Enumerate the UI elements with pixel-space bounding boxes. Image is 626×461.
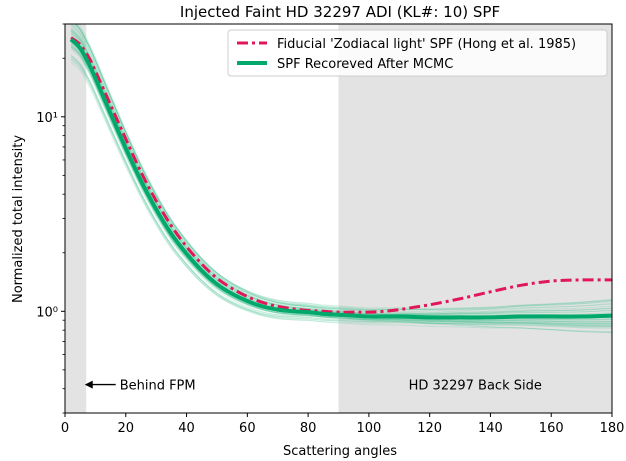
x-axis-ticks: 0 20 40 60 80 100 120 140 160 180 [61, 413, 625, 436]
mcmc-sample-curve [71, 24, 612, 315]
legend-label-0: Fiducial 'Zodiacal light' SPF (Hong et a… [277, 37, 576, 52]
y-tick-label: 10⁰ [36, 305, 58, 320]
mcmc-sample-curve [70, 48, 612, 328]
x-tick-label: 140 [478, 421, 503, 436]
annotation-behind-fpm: Behind FPM [120, 379, 196, 394]
series-line-0 [70, 36, 612, 314]
legend-label-1: SPF Recoreved After MCMC [277, 57, 453, 72]
mcmc-sample-curve [77, 24, 612, 327]
chart-title: Injected Faint HD 32297 ADI (KL#: 10) SP… [180, 3, 500, 21]
mcmc-sample-curve [70, 62, 612, 318]
annotations: Behind FPM HD 32297 Back Side [84, 379, 542, 394]
x-tick-label: 20 [118, 421, 135, 436]
y-tick-label: 10¹ [36, 111, 58, 126]
mcmc-sample-curve [70, 45, 612, 323]
annotation-arrow-head [84, 380, 93, 389]
x-tick-label: 40 [178, 421, 195, 436]
x-tick-label: 80 [300, 421, 317, 436]
series-line-1 [69, 37, 612, 320]
mcmc-sample-curve [74, 24, 612, 309]
mcmc-sample-curve [70, 58, 612, 323]
mcmc-sample-curve [74, 24, 612, 334]
x-tick-label: 120 [417, 421, 442, 436]
mcmc-sample-curve [70, 32, 612, 316]
mcmc-sample-curve [70, 44, 612, 323]
y-axis-label: Normalized total intensity [11, 135, 26, 303]
y-axis-ticks: 10⁰ 10¹ [36, 23, 65, 414]
mcmc-sample-curve [70, 46, 612, 321]
mcmc-sample-curve [74, 24, 612, 311]
x-axis-label: Scattering angles [283, 444, 397, 459]
series-lines [69, 36, 612, 320]
mcmc-sample-curve [70, 59, 612, 325]
x-tick-label: 60 [239, 421, 256, 436]
shaded-regions [65, 24, 612, 413]
mcmc-sample-curve [70, 55, 612, 324]
shaded-region-1 [338, 24, 612, 413]
annotation-back-side: HD 32297 Back Side [409, 379, 542, 394]
mcmc-sample-curve [75, 24, 612, 316]
x-tick-label: 100 [356, 421, 381, 436]
mcmc-sample-curve [70, 45, 612, 321]
x-tick-label: 180 [600, 421, 625, 436]
legend: Fiducial 'Zodiacal light' SPF (Hong et a… [227, 29, 608, 77]
mcmc-sample-curve [74, 24, 612, 313]
x-tick-label: 0 [61, 421, 69, 436]
mcmc-sample-curve [70, 57, 612, 318]
legend-box [227, 29, 608, 77]
mcmc-sample-curve [70, 55, 612, 333]
shaded-region-0 [65, 24, 87, 413]
x-tick-label: 160 [539, 421, 564, 436]
